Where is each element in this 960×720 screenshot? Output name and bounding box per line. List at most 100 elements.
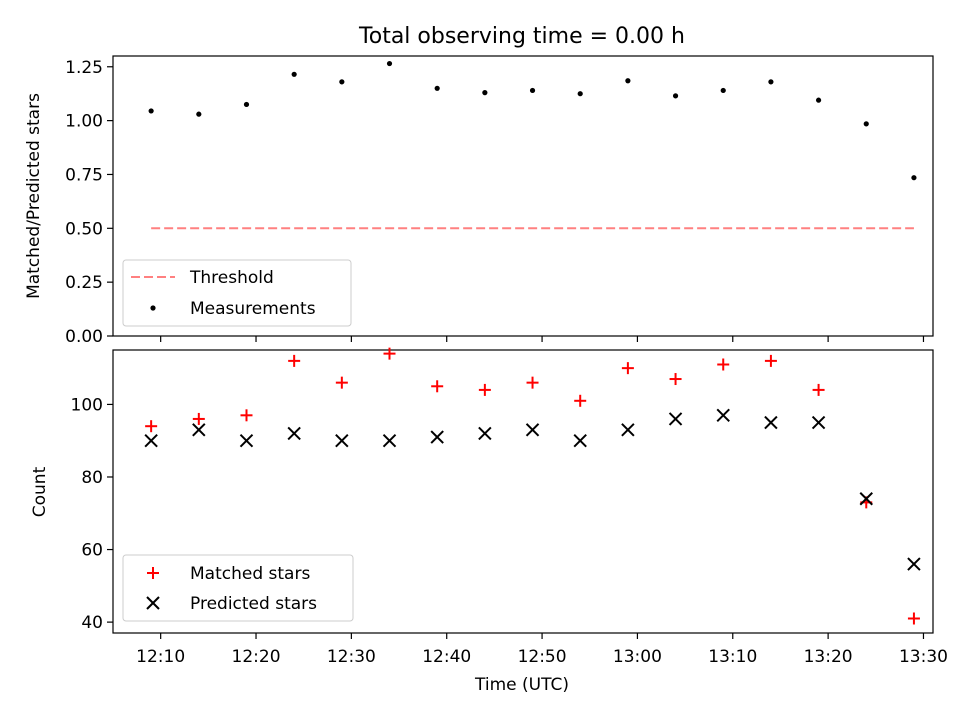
bottom-y-tick-label: 60 [81, 541, 103, 561]
matched-star-point [288, 354, 301, 367]
legend-measurement-label: Measurements [190, 299, 316, 319]
predicted-star-point [287, 426, 301, 441]
legend-matched-swatch [147, 567, 159, 579]
predicted-star-point [192, 423, 206, 437]
measurement-point [434, 85, 440, 91]
measurement-point [863, 121, 869, 127]
predicted-star-point [716, 408, 730, 423]
matched-star-point [812, 383, 825, 396]
measurement-point [815, 97, 822, 103]
predicted-star-point-b [525, 423, 540, 437]
x-axis-label: Time (UTC) [474, 675, 569, 695]
legend-threshold-label: Threshold [189, 268, 274, 288]
measurement-point [482, 90, 488, 96]
predicted-star-point-b [382, 433, 397, 448]
count-points [144, 347, 921, 625]
predicted-star-point-b [239, 433, 254, 448]
predicted-star-point [430, 430, 444, 444]
predicted-star-point [335, 433, 349, 448]
chart-title: Total observing time = 0.00 h [358, 24, 685, 49]
measurement-point [911, 175, 917, 181]
predicted-star-point [525, 423, 540, 437]
matched-star-point [907, 612, 920, 625]
matched-star-point [478, 383, 491, 396]
predicted-star-point-b [621, 423, 635, 437]
predicted-star-point [621, 423, 635, 437]
measurement-point [625, 78, 631, 84]
predicted-star-point-b [764, 415, 778, 430]
measurement-points [148, 60, 917, 181]
x-tick-label: 13:20 [804, 647, 853, 667]
legend-matched-marker [147, 567, 159, 579]
x-tick-label: 13:10 [708, 647, 757, 667]
matched-star-point [574, 394, 587, 407]
measurement-point [768, 79, 774, 85]
top-y-tick-label: 0.50 [65, 219, 103, 239]
matched-star-point [764, 354, 777, 367]
measurement-point [339, 79, 345, 85]
bottom-legend: Matched stars Predicted stars [122, 554, 354, 622]
legend-predicted-label: Predicted stars [190, 594, 317, 614]
matched-star-point [383, 347, 396, 360]
bottom-y-tick-label: 100 [71, 395, 103, 415]
top-legend: Threshold Measurements [122, 259, 352, 327]
top-axes-frame [112, 55, 934, 337]
predicted-star-point-b [907, 557, 921, 571]
predicted-star-point-b [192, 423, 206, 437]
bottom-legend-box [122, 554, 354, 622]
predicted-star-point-b [859, 492, 873, 506]
legend-measurement-swatch [150, 305, 156, 311]
x-tick-label: 12:30 [327, 647, 376, 667]
predicted-star-point-b [716, 408, 730, 423]
matched-star-point [431, 380, 444, 393]
bottom-panel: 40 60 80 100 12:10 12:20 12:30 12:40 12:50 13:00… [30, 347, 948, 695]
matched-star-point [335, 376, 348, 389]
top-y-ticks: 0.00 0.25 0.50 0.75 1.00 1.25 [65, 58, 113, 347]
matched-star-point [717, 358, 730, 371]
bottom-axes-frame [112, 349, 934, 634]
predicted-star-point [668, 412, 683, 426]
predicted-star-point [859, 492, 873, 506]
predicted-star-point [811, 415, 826, 430]
bottom-y-tick-label: 80 [81, 468, 103, 488]
matched-star-point [192, 412, 205, 425]
x-tick-label: 12:40 [422, 647, 471, 667]
measurement-point [386, 60, 393, 67]
predicted-star-point-b [287, 426, 301, 441]
bottom-y-tick-label: 40 [81, 613, 103, 633]
measurement-point [672, 93, 679, 99]
x-tick-label: 12:10 [136, 647, 185, 667]
measurement-point [577, 91, 583, 97]
top-x-ticks [160, 336, 925, 342]
measurement-point [148, 108, 154, 114]
top-y-tick-label: 0.75 [65, 165, 103, 185]
top-y-tick-label: 1.25 [65, 58, 103, 78]
legend-predicted-marker [146, 596, 160, 610]
predicted-star-point-b [668, 412, 683, 426]
matched-star-point [240, 409, 253, 422]
predicted-star-point [382, 433, 397, 448]
x-tick-label: 13:00 [613, 647, 662, 667]
x-tick-label: 12:20 [232, 647, 281, 667]
predicted-star-point-b [144, 433, 158, 448]
bottom-y-ticks: 40 60 80 100 [71, 395, 113, 633]
legend-predicted-marker-b [146, 596, 160, 610]
top-panel: 0.00 0.25 0.50 0.75 1.00 1.25 Matched/Predict… [24, 55, 934, 347]
top-y-tick-label: 1.00 [65, 112, 103, 132]
measurement-point [291, 71, 297, 77]
predicted-star-point [573, 433, 587, 448]
legend-matched-label: Matched stars [190, 564, 310, 584]
predicted-star-point-b [478, 426, 492, 441]
top-y-tick-label: 0.00 [65, 327, 103, 347]
predicted-star-point-b [430, 430, 444, 444]
legend-predicted-swatch [146, 596, 160, 610]
measurement-point [529, 87, 536, 94]
x-tick-label: 13:30 [899, 647, 948, 667]
measurement-point [720, 87, 726, 94]
predicted-star-point [478, 426, 492, 441]
matched-star-point [621, 362, 634, 375]
matched-star-point [145, 420, 158, 433]
predicted-star-point-b [811, 415, 826, 430]
bottom-y-axis-label: Count [30, 466, 50, 517]
